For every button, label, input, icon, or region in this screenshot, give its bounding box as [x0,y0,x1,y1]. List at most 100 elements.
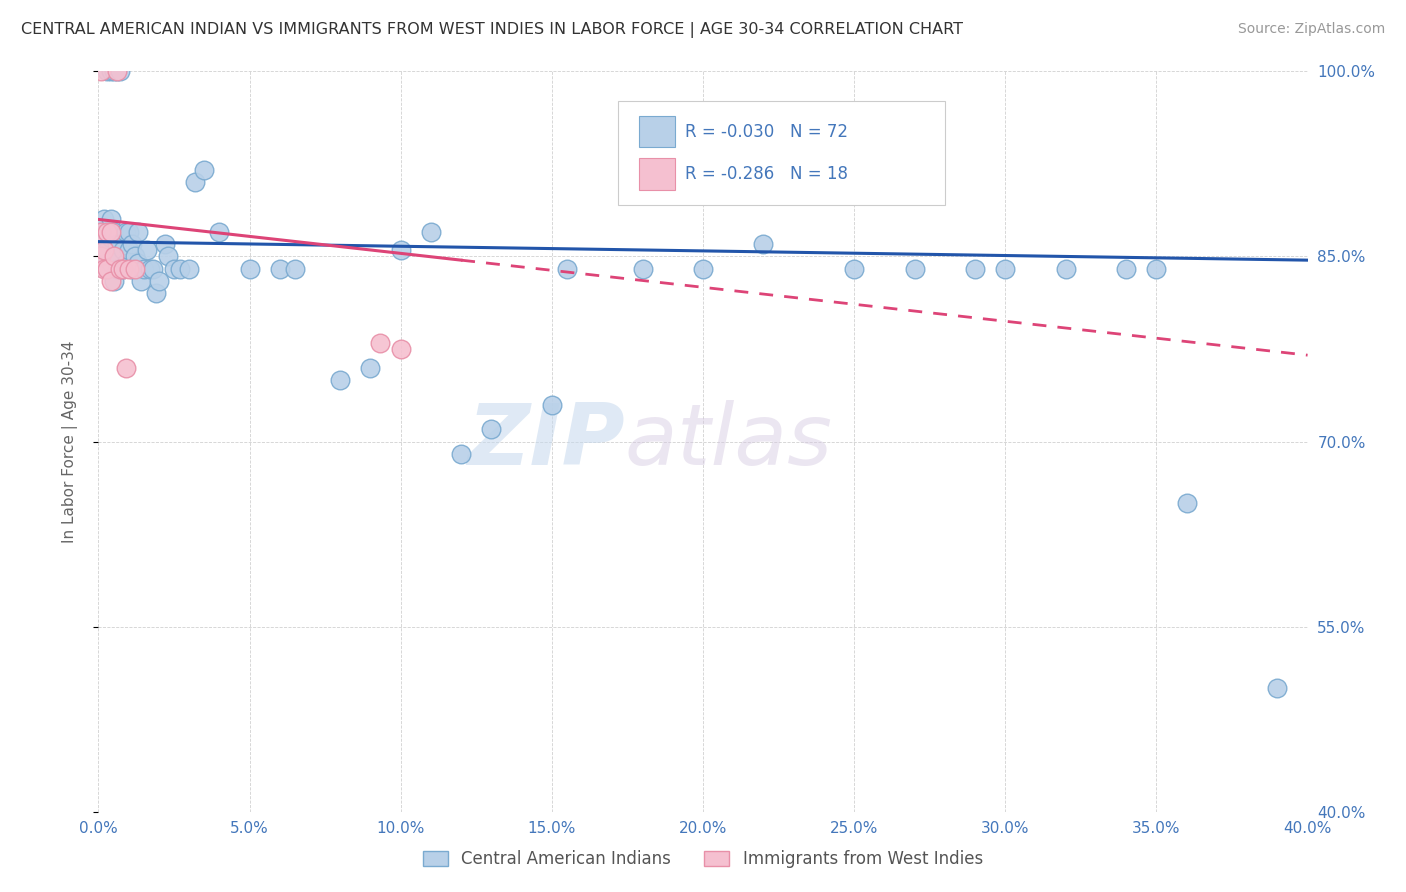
FancyBboxPatch shape [619,101,945,204]
Point [132,261,155,276]
Point [118,244,141,258]
Point [129,274,152,288]
Point [193,163,215,178]
Point [96,225,118,239]
Point [329,373,352,387]
Text: R = -0.030   N = 72: R = -0.030 N = 72 [685,122,848,141]
Point [965,261,987,276]
Point [844,261,866,276]
Point [105,237,128,252]
Bar [638,116,675,147]
Point [108,261,131,276]
Point [239,261,262,276]
Point [90,225,112,239]
Point [1144,261,1167,276]
Point [163,261,186,276]
Point [994,261,1017,276]
Point [420,225,443,239]
Point [103,225,125,239]
Point [105,64,128,78]
Point [111,261,134,276]
Point [156,250,179,264]
Point [108,237,131,252]
Point [1054,261,1077,276]
Point [142,261,165,276]
Point [100,212,122,227]
Point [153,237,176,252]
Point [100,64,122,78]
Point [121,261,143,276]
Point [100,225,122,239]
Point [127,225,149,239]
Point [118,225,141,239]
Point [105,261,128,276]
Point [208,225,231,239]
Point [1175,496,1198,510]
Y-axis label: In Labor Force | Age 30-34: In Labor Force | Age 30-34 [62,340,77,543]
Point [179,261,201,276]
Point [100,231,122,245]
Point [184,175,207,189]
Legend: Central American Indians, Immigrants from West Indies: Central American Indians, Immigrants fro… [416,844,990,875]
Text: atlas: atlas [624,400,832,483]
Text: CENTRAL AMERICAN INDIAN VS IMMIGRANTS FROM WEST INDIES IN LABOR FORCE | AGE 30-3: CENTRAL AMERICAN INDIAN VS IMMIGRANTS FR… [21,22,963,38]
Point [284,261,307,276]
Point [1115,261,1137,276]
Point [389,244,412,258]
Point [108,261,131,276]
Point [96,261,118,276]
Point [1267,681,1289,696]
Point [169,261,191,276]
Text: R = -0.286   N = 18: R = -0.286 N = 18 [685,165,848,183]
Point [108,64,131,78]
Point [103,64,125,78]
Point [103,250,125,264]
Text: ZIP: ZIP [467,400,624,483]
Point [111,261,134,276]
Point [93,212,115,227]
Point [93,250,115,264]
Point [121,237,143,252]
Point [96,261,118,276]
Point [96,244,118,258]
Point [269,261,291,276]
Point [555,261,578,276]
Point [90,250,112,264]
Point [114,225,136,239]
Point [90,64,112,78]
Point [90,225,112,239]
Point [540,398,562,412]
Point [904,261,927,276]
Point [145,286,167,301]
Point [114,255,136,269]
Point [481,422,503,436]
Point [631,261,654,276]
Point [96,64,118,78]
Point [752,237,775,252]
Point [368,335,391,350]
Point [100,274,122,288]
Point [90,250,112,264]
Point [111,244,134,258]
Point [93,237,115,252]
Point [692,261,714,276]
Point [96,225,118,239]
Point [124,250,146,264]
Point [127,255,149,269]
Point [450,447,472,461]
Point [139,261,162,276]
Point [135,244,157,258]
Point [360,360,382,375]
Point [93,244,115,258]
Point [389,342,412,356]
Point [148,274,170,288]
Point [100,255,122,269]
Bar [638,159,675,189]
Point [114,360,136,375]
Point [103,250,125,264]
Point [105,64,128,78]
Point [124,261,146,276]
Text: Source: ZipAtlas.com: Source: ZipAtlas.com [1237,22,1385,37]
Point [118,261,141,276]
Point [93,261,115,276]
